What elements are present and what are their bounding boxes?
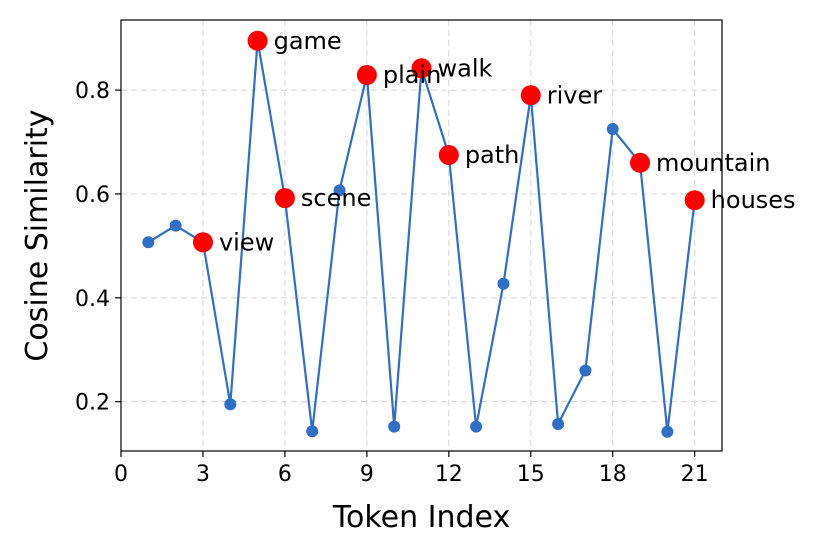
highlight-point-view (192, 232, 213, 253)
x-tick-label: 6 (278, 462, 292, 487)
plot-frame (120, 19, 723, 452)
highlight-point-houses (684, 190, 705, 211)
word-label-view: view (219, 228, 274, 256)
data-point (333, 184, 346, 197)
y-axis-label: Cosine Similarity (20, 109, 55, 361)
y-tick-label: 0.8 (75, 79, 110, 104)
data-point (661, 425, 674, 438)
word-label-mountain: mountain (656, 149, 770, 177)
y-tick-label: 0.2 (75, 391, 110, 416)
data-point (142, 236, 155, 249)
highlight-point-game (247, 30, 268, 51)
highlight-point-scene (274, 188, 295, 209)
x-tick-label: 15 (517, 462, 545, 487)
data-point (470, 420, 483, 433)
x-tick-label: 9 (360, 462, 374, 487)
x-tick-label: 12 (435, 462, 463, 487)
highlight-point-mountain (630, 152, 651, 173)
data-point (306, 425, 319, 438)
x-tick-label: 3 (196, 462, 210, 487)
x-axis-label: Token Index (332, 500, 510, 535)
y-tick-label: 0.4 (75, 287, 110, 312)
data-point (224, 398, 237, 411)
data-point (579, 364, 592, 377)
x-tick-label: 0 (114, 462, 128, 487)
word-label-houses: houses (711, 186, 796, 214)
x-tick-label: 21 (681, 462, 709, 487)
data-point (497, 277, 510, 290)
highlight-point-plain (356, 65, 377, 86)
x-tick-label: 18 (599, 462, 627, 487)
word-label-path: path (465, 141, 520, 169)
word-label-plain: plain (383, 61, 442, 89)
y-tick-label: 0.6 (75, 183, 110, 208)
word-label-game: game (274, 27, 342, 55)
word-label-walk: walk (438, 54, 493, 82)
highlight-points (192, 30, 705, 253)
axis-ticks: 0 3 6 9 12 15 18 21 0.2 0.4 0.6 0.8 (75, 79, 709, 487)
highlight-point-river (520, 85, 541, 106)
highlight-point-path (438, 145, 459, 166)
data-point (388, 420, 401, 433)
data-point (169, 219, 182, 232)
highlight-point-walk (411, 58, 432, 79)
word-label-scene: scene (301, 184, 371, 212)
data-point (552, 417, 565, 430)
data-point (606, 123, 619, 136)
word-label-river: river (547, 81, 603, 109)
